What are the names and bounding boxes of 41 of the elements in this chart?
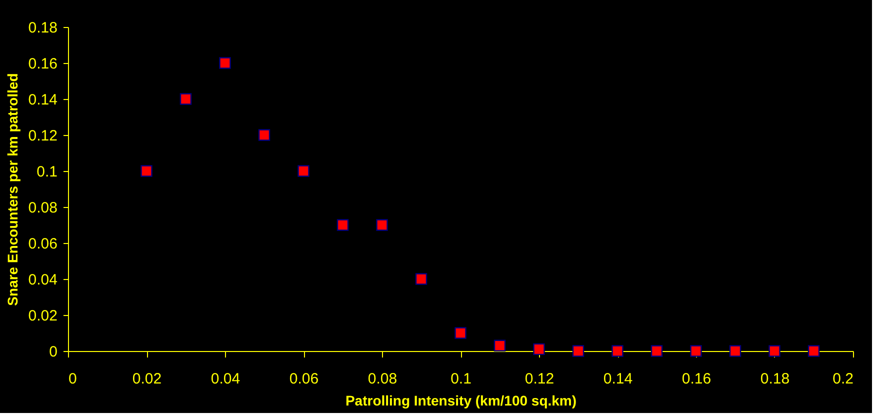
point [494, 340, 506, 352]
point [336, 219, 349, 231]
x-tick-label: 0 [68, 370, 77, 388]
y-tick-label: 0.08 [28, 200, 58, 216]
point [650, 345, 663, 357]
point [140, 165, 152, 177]
x-tick-label: 0.16 [682, 370, 712, 388]
point [690, 345, 702, 357]
x-tick-label: 0.02 [132, 370, 162, 388]
point [258, 129, 270, 141]
point [729, 345, 742, 357]
y-tick-label: 0.1 [36, 164, 58, 180]
point [808, 345, 820, 357]
point [376, 219, 388, 231]
point [415, 273, 428, 285]
x-tick-label: 0.2 [832, 370, 854, 388]
y-tick-label: 0 [49, 344, 58, 360]
y-tick-label: 0.18 [28, 20, 58, 36]
x-tick-label: 0.1 [450, 370, 472, 388]
y-axis-title: Snare Encounters per km patrolled [4, 73, 20, 306]
y-tick-label: 0.16 [28, 56, 58, 72]
y-tick-label: 0.06 [28, 236, 58, 252]
x-tick-label: 0.06 [289, 370, 319, 388]
point [612, 345, 624, 357]
point [454, 327, 466, 339]
x-tick-label: 0.12 [524, 370, 554, 388]
point [768, 345, 780, 357]
x-tick-label: 0.04 [210, 370, 240, 388]
point [180, 93, 192, 105]
y-tick-label: 0.04 [28, 272, 58, 288]
y-tick-label: 0.12 [28, 128, 58, 144]
y-tick-label: 0.14 [28, 92, 58, 108]
x-axis-title: Patrolling Intensity (km/100 sq.km) [345, 392, 577, 408]
y-tick-label: 0.02 [28, 308, 58, 324]
point [298, 165, 310, 177]
x-tick-label: 0.18 [760, 370, 790, 388]
point [572, 345, 584, 357]
x-tick-label: 0.08 [368, 370, 398, 388]
point [533, 343, 545, 356]
point [219, 57, 231, 69]
x-tick-label: 0.14 [603, 370, 633, 388]
